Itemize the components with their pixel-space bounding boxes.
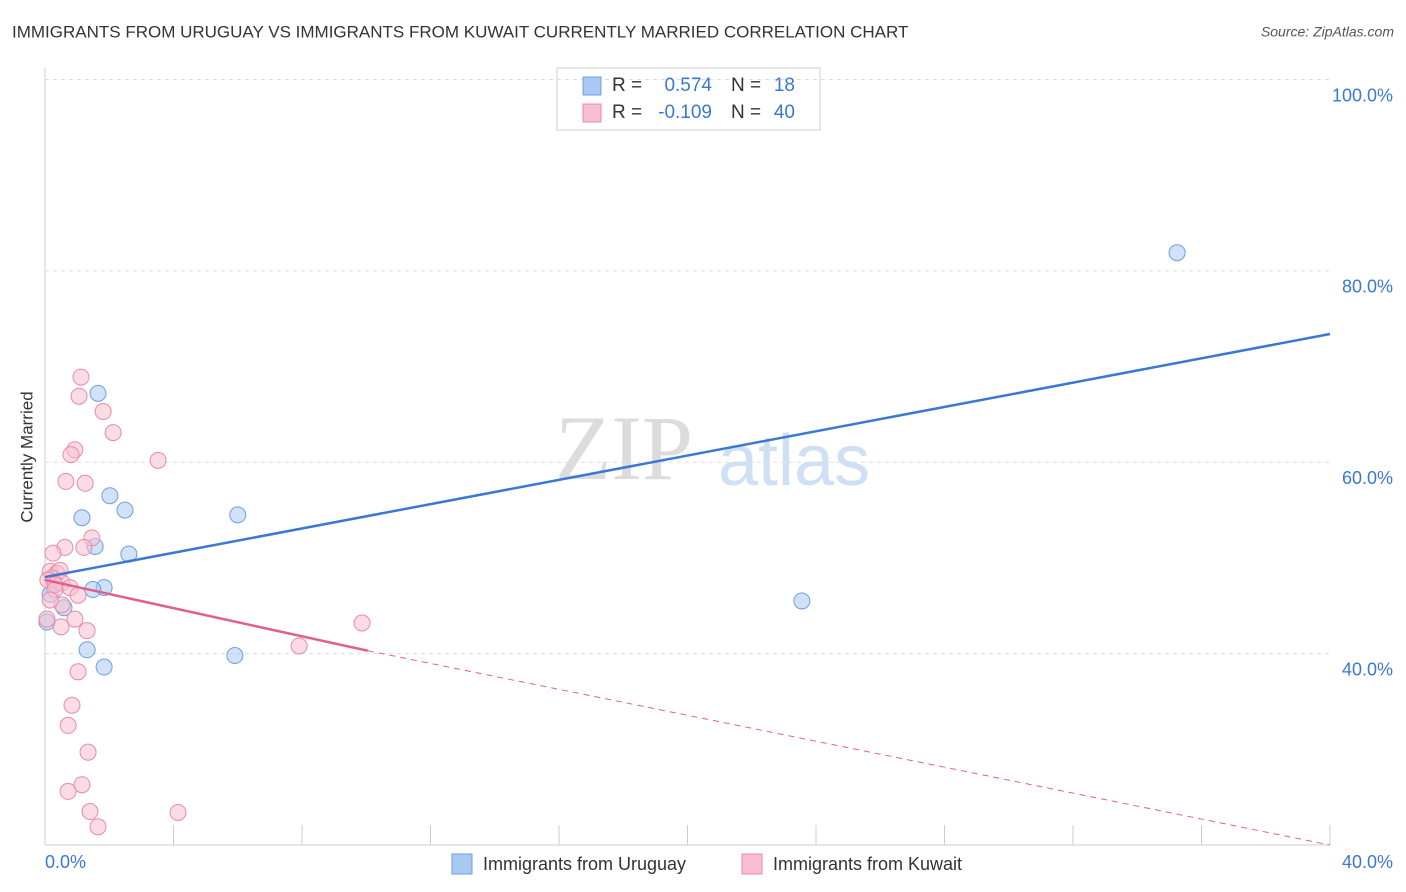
legend-n-label: N = [731, 102, 761, 123]
legend-n-label: N = [731, 75, 761, 96]
x-tick-label: 40.0% [1342, 852, 1393, 872]
legend-n-value: 18 [774, 75, 795, 96]
point [81, 803, 99, 821]
point [79, 743, 97, 761]
x-tick-label: 0.0% [45, 852, 86, 872]
point [59, 716, 77, 734]
point [149, 451, 167, 469]
legend-label: Immigrants from Kuwait [773, 854, 962, 874]
point [1168, 244, 1186, 262]
point [69, 663, 87, 681]
y-tick-label: 60.0% [1342, 468, 1393, 488]
point [63, 696, 81, 714]
legend-n-value: 40 [774, 102, 795, 123]
point [41, 591, 59, 609]
point [73, 776, 91, 794]
point [101, 487, 119, 505]
point [38, 610, 56, 628]
point [62, 446, 80, 464]
trend-line [367, 650, 1331, 846]
trend-line [44, 578, 369, 652]
point [169, 803, 187, 821]
legend-label: Immigrants from Uruguay [483, 854, 686, 874]
source: Source: ZipAtlas.com [1261, 24, 1394, 40]
legend-r-label: R = [612, 75, 642, 96]
point [353, 614, 371, 632]
legend-swatch [451, 853, 473, 875]
legend-r-value: 0.574 [664, 75, 712, 96]
y-tick-label: 100.0% [1332, 85, 1393, 105]
legend-r-value: -0.109 [658, 102, 712, 123]
point [94, 403, 112, 421]
legend-swatch [741, 853, 763, 875]
point [66, 610, 84, 628]
point [89, 818, 107, 836]
chart-title: IMMIGRANTS FROM URUGUAY VS IMMIGRANTS FR… [12, 22, 908, 41]
legend-r-label: R = [612, 102, 642, 123]
legend-swatch [582, 103, 602, 123]
point [116, 501, 134, 519]
trend-line [44, 332, 1331, 579]
point [226, 647, 244, 665]
point [72, 368, 90, 386]
y-axis-label: Currently Married [17, 391, 36, 522]
point [73, 509, 91, 527]
legend-swatch [582, 76, 602, 96]
point [75, 538, 93, 556]
point [104, 424, 122, 442]
point [59, 782, 77, 800]
watermark: atlas [718, 421, 870, 501]
point [44, 544, 62, 562]
y-tick-label: 40.0% [1342, 659, 1393, 679]
point [78, 641, 96, 659]
point [89, 384, 107, 402]
point [57, 472, 75, 490]
point [229, 506, 247, 524]
point [793, 592, 811, 610]
point [95, 658, 113, 676]
point [76, 474, 94, 492]
point [52, 618, 70, 636]
point [78, 622, 96, 640]
y-tick-label: 80.0% [1342, 277, 1393, 297]
point [70, 387, 88, 405]
watermark: ZIP [555, 397, 693, 499]
point [290, 637, 308, 655]
